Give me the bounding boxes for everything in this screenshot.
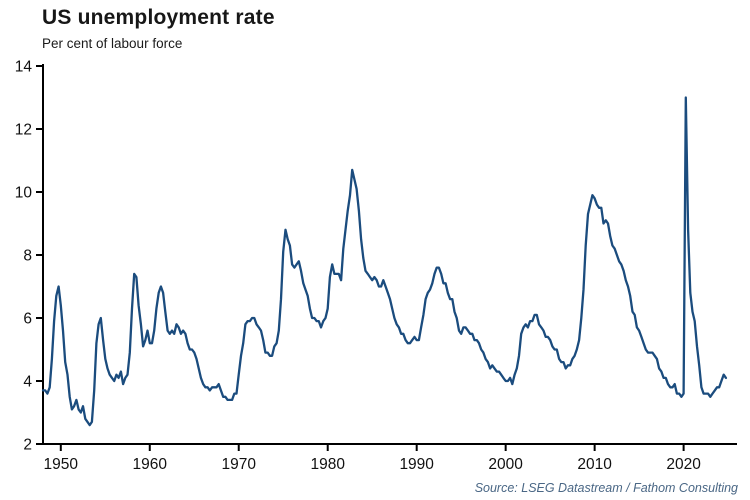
source-note: Source: LSEG Datastream / Fathom Consult… [474, 481, 738, 495]
x-tick-label: 2010 [577, 456, 612, 473]
x-tick-label: 2020 [666, 456, 701, 473]
chart-subtitle: Per cent of labour force [42, 36, 183, 51]
unemployment-line [41, 96, 728, 427]
x-tick-label: 1990 [399, 456, 434, 473]
x-tick-label: 1950 [44, 456, 79, 473]
y-tick-label: 12 [15, 122, 32, 139]
x-tick-label: 1960 [133, 456, 168, 473]
y-tick-label: 14 [15, 59, 33, 76]
x-tick-label: 2000 [488, 456, 523, 473]
y-tick-label: 4 [23, 374, 32, 391]
line-chart: 2 4 6 8 10 12 14 1950 1960 1970 1980 1990 2000 2010 20… [15, 59, 737, 473]
page-title: US unemployment rate [42, 6, 275, 29]
x-tick-label: 1980 [310, 456, 345, 473]
y-tick-label: 2 [23, 437, 32, 454]
x-tick-label: 1970 [222, 456, 257, 473]
y-tick-label: 10 [15, 185, 33, 202]
y-tick-label: 6 [23, 311, 32, 328]
y-tick-label: 8 [23, 248, 32, 265]
